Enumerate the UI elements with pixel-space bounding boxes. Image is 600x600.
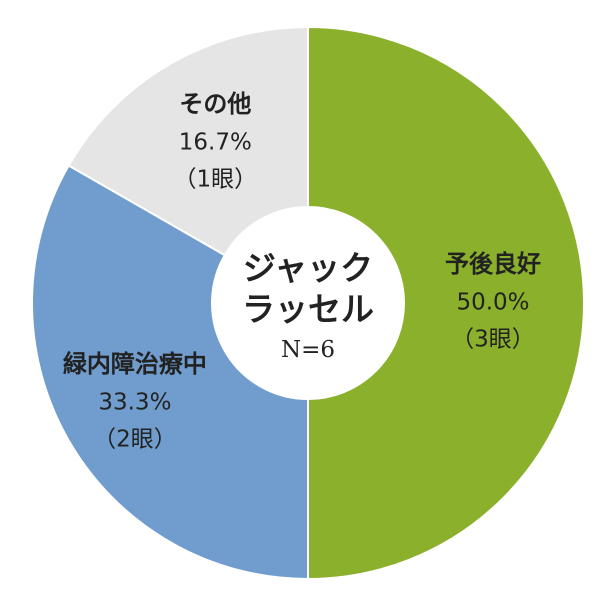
slice — [67, 25, 309, 257]
center-title: ラッセル — [242, 290, 374, 329]
slice-sublabel: （3眼） — [451, 327, 535, 353]
slice-sublabel: （2眼） — [93, 427, 177, 453]
value-label: 16.7% — [179, 129, 252, 155]
value-label: 33.3% — [98, 390, 171, 416]
slice-label: 緑内障治療中 — [63, 350, 207, 378]
slice-sublabel: （1眼） — [174, 166, 258, 192]
center-subtitle: N=6 — [281, 337, 335, 363]
slice-label: その他 — [179, 90, 251, 118]
slice — [31, 164, 309, 581]
value-label: 50.0% — [456, 290, 529, 316]
slice-label: 予後良好 — [445, 250, 541, 278]
slice — [307, 25, 585, 581]
center-title: ジャック — [243, 249, 373, 288]
